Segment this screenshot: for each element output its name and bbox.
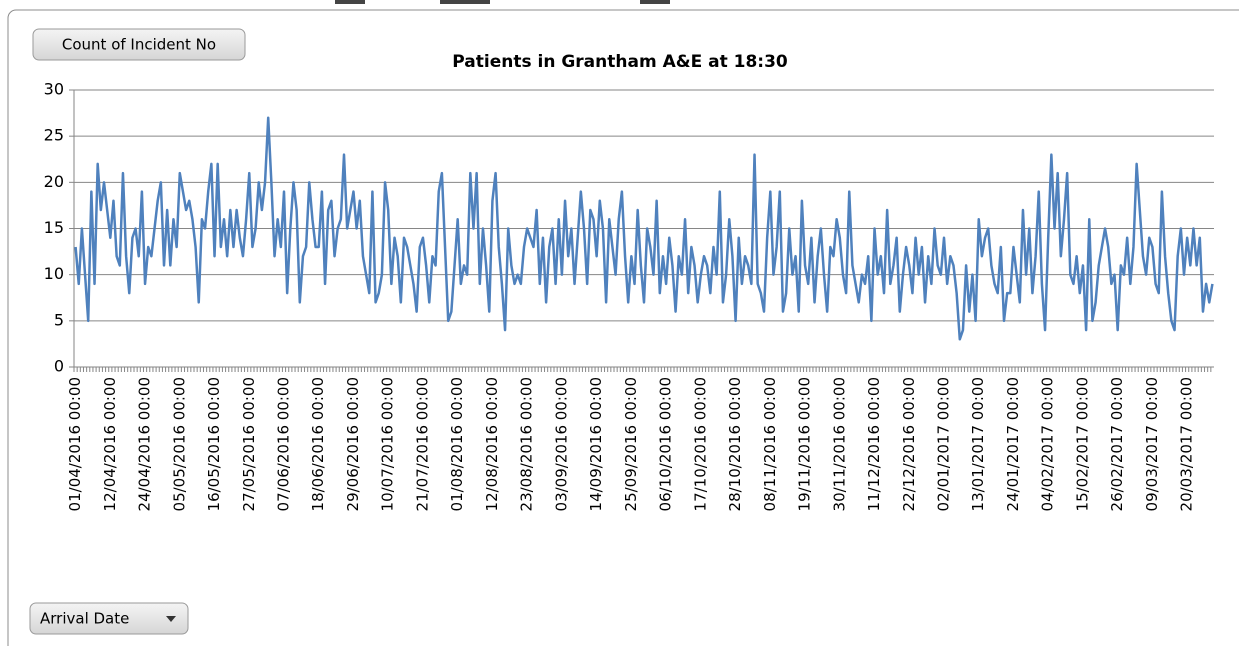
x-tick-label: 12/04/2016 00:00 (101, 377, 119, 511)
x-tick-label: 12/08/2016 00:00 (483, 377, 501, 511)
chart-frame (7, 9, 1239, 646)
x-tick-label: 02/01/2017 00:00 (935, 377, 953, 511)
button-background (29, 602, 189, 635)
x-tick-label: 03/09/2016 00:00 (552, 377, 570, 511)
frame-handle (640, 0, 670, 4)
x-tick-label: 19/11/2016 00:00 (796, 377, 814, 511)
x-tick-label: 21/07/2016 00:00 (413, 377, 431, 511)
x-tick-label: 07/06/2016 00:00 (275, 377, 293, 511)
x-tick-label: 08/11/2016 00:00 (761, 377, 779, 511)
button-background (32, 28, 246, 61)
x-tick-label: 23/08/2016 00:00 (518, 377, 536, 511)
x-tick-label: 05/05/2016 00:00 (170, 377, 188, 511)
frame-handle (440, 0, 490, 4)
y-tick-label: 30 (44, 80, 64, 99)
frame-handle (335, 0, 365, 4)
x-tick-label: 01/04/2016 00:00 (66, 377, 84, 511)
x-tick-label: 10/07/2016 00:00 (379, 377, 397, 511)
y-tick-label: 5 (54, 310, 64, 329)
chart-title: Patients in Grantham A&E at 18:30 (452, 52, 788, 72)
x-tick-label: 11/12/2016 00:00 (865, 377, 883, 511)
x-tick-label: 04/02/2017 00:00 (1039, 377, 1057, 511)
y-tick-label: 10 (44, 264, 64, 283)
x-tick-label: 24/04/2016 00:00 (136, 377, 154, 511)
x-tick-label: 13/01/2017 00:00 (969, 377, 987, 511)
x-tick-label: 06/10/2016 00:00 (657, 377, 675, 511)
x-tick-label: 26/02/2017 00:00 (1108, 377, 1126, 511)
button-label: Arrival Date (40, 610, 129, 628)
x-tick-label: 09/03/2017 00:00 (1143, 377, 1161, 511)
x-tick-label: 24/01/2017 00:00 (1004, 377, 1022, 511)
x-tick-label: 29/06/2016 00:00 (344, 377, 362, 511)
x-tick-label: 01/08/2016 00:00 (448, 377, 466, 511)
x-tick-label: 15/02/2017 00:00 (1073, 377, 1091, 511)
y-tick-label: 15 (44, 218, 64, 237)
y-tick-label: 0 (54, 357, 64, 376)
x-tick-label: 17/10/2016 00:00 (691, 377, 709, 511)
x-tick-label: 25/09/2016 00:00 (622, 377, 640, 511)
y-tick-label: 20 (44, 172, 64, 191)
button-label: Count of Incident No (62, 36, 216, 54)
dropdown-arrow (166, 616, 176, 622)
x-tick-label: 14/09/2016 00:00 (587, 377, 605, 511)
y-tick-label: 25 (44, 126, 64, 145)
axis-field-button[interactable]: Arrival Date (29, 602, 189, 635)
x-tick-label: 22/12/2016 00:00 (900, 377, 918, 511)
x-tick-label: 28/10/2016 00:00 (726, 377, 744, 511)
x-tick-label: 20/03/2017 00:00 (1178, 377, 1196, 511)
data-line (74, 116, 1214, 341)
x-tick-label: 16/05/2016 00:00 (205, 377, 223, 511)
x-tick-label: 30/11/2016 00:00 (830, 377, 848, 511)
x-tick-label: 18/06/2016 00:00 (309, 377, 327, 511)
x-tick-label: 27/05/2016 00:00 (240, 377, 258, 511)
value-field-button[interactable]: Count of Incident No (32, 28, 246, 61)
